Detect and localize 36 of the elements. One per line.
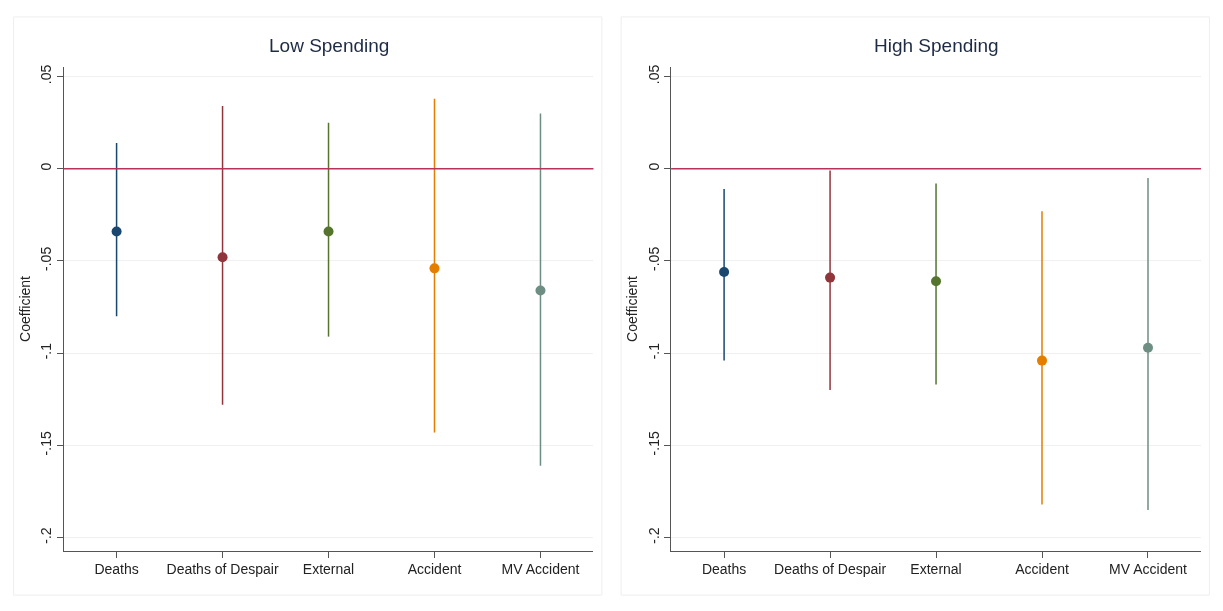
y-tick-label: -.2 xyxy=(37,527,54,544)
x-tick-label: External xyxy=(302,561,355,578)
y-axis-title: Coefficient xyxy=(16,275,33,342)
chart-title: High Spending xyxy=(874,35,999,56)
point xyxy=(1037,355,1048,366)
point xyxy=(323,226,334,237)
point xyxy=(429,263,440,274)
y-tick-label: -.05 xyxy=(645,246,662,271)
y-tick-label: -.1 xyxy=(37,342,54,360)
point xyxy=(1142,342,1153,353)
y-tick-label: 0 xyxy=(645,162,662,171)
x-tick-label: Deaths xyxy=(94,561,139,578)
y-tick-label: -.1 xyxy=(645,342,662,360)
point xyxy=(825,272,836,283)
y-tick-label: -.05 xyxy=(37,246,54,271)
point xyxy=(217,252,228,263)
x-tick-label: MV Accident xyxy=(501,561,580,578)
x-tick-label: Accident xyxy=(407,561,462,578)
point xyxy=(111,226,122,237)
chart-title: Low Spending xyxy=(269,35,390,56)
y-tick-label: -.2 xyxy=(645,527,662,544)
y-tick-label: -.15 xyxy=(645,431,662,456)
y-tick-label: 0 xyxy=(37,162,54,171)
x-tick-label: MV Accident xyxy=(1109,561,1187,578)
x-tick-label: Accident xyxy=(1015,561,1069,578)
point xyxy=(931,276,942,287)
point xyxy=(535,285,546,296)
x-tick-label: Deaths of Despair xyxy=(774,561,887,578)
x-tick-label: Deaths xyxy=(701,561,747,578)
x-tick-label: Deaths of Despair xyxy=(166,561,279,578)
y-tick-label: .05 xyxy=(645,64,662,85)
x-tick-label: External xyxy=(910,561,962,578)
y-tick-label: .05 xyxy=(37,64,54,85)
point xyxy=(719,267,730,278)
y-tick-label: -.15 xyxy=(37,431,54,456)
y-axis-title: Coefficient xyxy=(624,275,641,342)
